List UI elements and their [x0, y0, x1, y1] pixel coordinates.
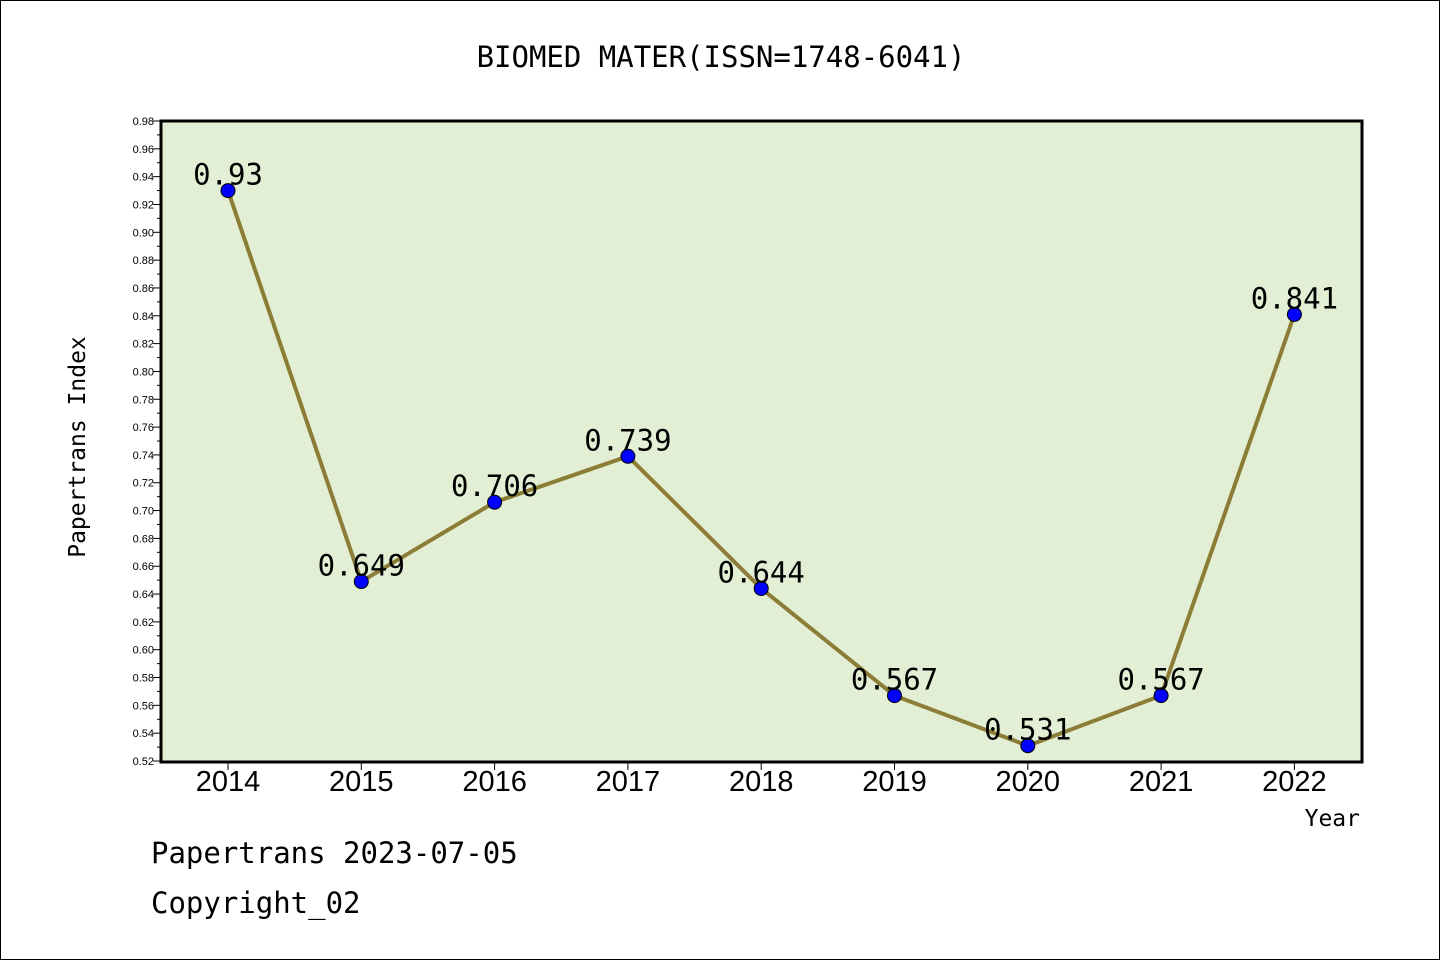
- data-label: 0.567: [1117, 663, 1204, 697]
- data-point: [487, 494, 503, 510]
- x-tick-label: 2022: [1262, 766, 1327, 798]
- data-point: [753, 580, 769, 596]
- data-label: 0.649: [318, 549, 405, 583]
- x-axis-ticks: 2014 2015 2016 2017 2018 2019 2020 2021 2022: [196, 762, 1327, 798]
- data-label: 0.706: [451, 469, 538, 503]
- y-tick-label: 0.64: [133, 589, 154, 601]
- y-tick-label: 0.92: [133, 199, 154, 211]
- y-tick-label: 0.82: [133, 339, 154, 351]
- y-tick-label: 0.72: [133, 478, 154, 490]
- x-tick-label: 2016: [462, 766, 527, 798]
- x-tick-label: 2015: [329, 766, 394, 798]
- y-tick-label: 0.68: [133, 533, 154, 545]
- y-tick-label: 0.94: [133, 172, 154, 184]
- y-tick-label: 0.98: [133, 116, 154, 128]
- y-axis-ticks: 0.52 0.54 0.56 0.58 0.60 0.62 0.64 0.66 0.68 0.70…: [133, 116, 161, 768]
- y-tick-label: 0.84: [133, 311, 154, 323]
- x-tick-label: 2019: [862, 766, 927, 798]
- data-label: 0.841: [1251, 281, 1338, 315]
- y-tick-label: 0.60: [133, 645, 154, 657]
- x-tick-label: 2018: [729, 766, 794, 798]
- y-tick-label: 0.66: [133, 561, 154, 573]
- x-tick-label: 2020: [996, 766, 1061, 798]
- data-point: [887, 688, 902, 704]
- y-tick-label: 0.54: [133, 728, 154, 740]
- data-label: 0.739: [584, 423, 671, 457]
- y-tick-label: 0.74: [133, 450, 154, 462]
- data-point: [1286, 306, 1302, 322]
- copyright-text: Copyright_02: [151, 886, 361, 920]
- data-point: [353, 574, 369, 590]
- data-point: [220, 183, 236, 199]
- data-label: 0.531: [984, 713, 1071, 747]
- data-label: 0.644: [718, 555, 805, 589]
- y-tick-label: 0.80: [133, 366, 154, 378]
- y-tick-label: 0.76: [133, 422, 154, 434]
- data-point: [620, 448, 636, 464]
- y-tick-label: 0.58: [133, 673, 154, 685]
- x-tick-label: 2021: [1129, 766, 1194, 798]
- y-tick-label: 0.96: [133, 144, 154, 156]
- y-tick-label: 0.90: [133, 227, 154, 239]
- y-tick-label: 0.78: [133, 394, 154, 406]
- source-date-text: Papertrans 2023-07-05: [151, 836, 518, 870]
- series-group: 0.93 0.649 0.706 0.739 0.644 0.567 0.531 0.567 0…: [193, 158, 1338, 754]
- x-tick-label: 2017: [596, 766, 661, 798]
- y-tick-label: 0.52: [133, 756, 154, 768]
- x-axis-label: Year: [1305, 806, 1360, 832]
- y-tick-label: 0.88: [133, 255, 154, 267]
- data-label: 0.567: [851, 663, 938, 697]
- x-tick-label: 2014: [196, 766, 261, 798]
- data-point: [1020, 738, 1036, 754]
- y-tick-label: 0.56: [133, 700, 154, 712]
- y-tick-label: 0.70: [133, 506, 154, 518]
- data-label: 0.93: [193, 158, 263, 192]
- y-tick-label: 0.86: [133, 283, 154, 295]
- data-point: [1153, 688, 1169, 704]
- y-axis-label: Papertrans Index: [65, 336, 91, 558]
- plot-area: [159, 119, 1364, 764]
- chart-title: BIOMED MATER(ISSN=1748-6041): [477, 40, 966, 74]
- y-tick-label: 0.62: [133, 617, 154, 629]
